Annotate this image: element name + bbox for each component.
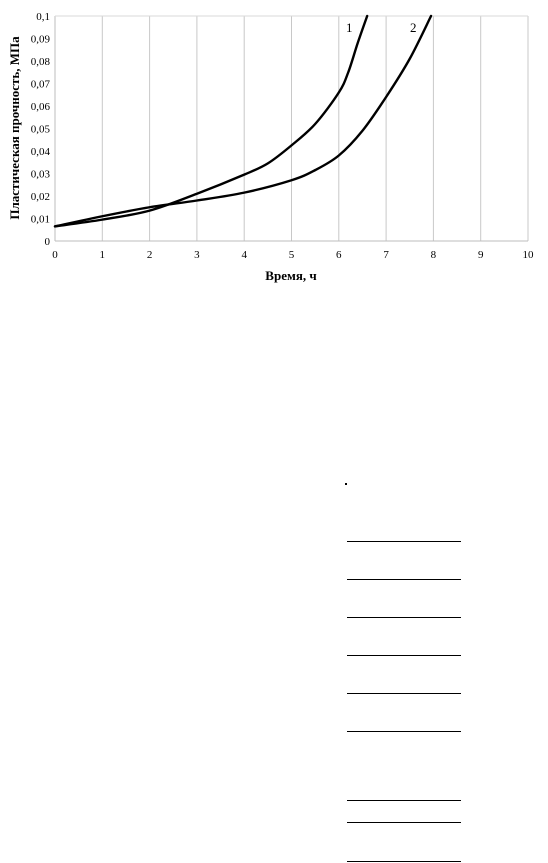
curve-label-1: 1	[346, 20, 353, 35]
x-tick-label: 4	[241, 249, 247, 261]
y-tick-label: 0,05	[31, 124, 51, 136]
chart: 0 1 2 3 4 5 6 7 8 9 10 0 0,01 0,02 0,03 0,04 0,05 0,06 0,0…	[7, 11, 534, 283]
curve-label-2: 2	[410, 20, 417, 35]
x-tick-label: 6	[336, 249, 342, 261]
y-tick-label: 0,02	[31, 191, 50, 203]
grid-lines	[101, 16, 529, 241]
form-rule-line	[347, 617, 461, 618]
series-group	[53, 14, 433, 228]
form-dot	[345, 483, 347, 485]
series-line-1	[53, 14, 369, 228]
x-axis-title: Время, ч	[265, 268, 316, 283]
y-tick-label: 0,04	[31, 146, 51, 158]
form-rule-line	[347, 861, 461, 862]
y-tick-label: 0,03	[31, 169, 51, 181]
form-rule-line	[347, 822, 461, 823]
x-tick-label: 3	[194, 249, 200, 261]
form-rule-line	[347, 579, 461, 580]
x-tick-label: 10	[523, 249, 535, 261]
y-tick-label: 0,08	[31, 56, 51, 68]
form-rule-line	[347, 800, 461, 801]
x-tick-label: 1	[100, 249, 106, 261]
form-rule-line	[347, 693, 461, 694]
y-tick-label: 0,01	[31, 214, 50, 226]
y-tick-label: 0,06	[31, 101, 51, 113]
y-axis-title: Пластическая прочность, МПа	[7, 36, 22, 220]
y-tick-label: 0,09	[31, 34, 51, 46]
y-tick-label: 0,1	[36, 11, 50, 23]
x-tick-label: 8	[431, 249, 437, 261]
y-tick-label: 0	[45, 236, 51, 248]
x-tick-label: 9	[478, 249, 484, 261]
x-tick-label: 5	[289, 249, 295, 261]
form-rule-line	[347, 731, 461, 732]
x-tick-label: 7	[383, 249, 389, 261]
x-tick-label: 0	[52, 249, 58, 261]
form-rule-line	[347, 655, 461, 656]
form-rule-line	[347, 541, 461, 542]
axes	[54, 15, 528, 242]
y-tick-label: 0,07	[31, 79, 51, 91]
x-tick-label: 2	[147, 249, 153, 261]
tick-labels: 0 1 2 3 4 5 6 7 8 9 10 0 0,01 0,02 0,03 0,04 0,05 0,06 0,0…	[31, 11, 534, 261]
series-line-2	[53, 14, 433, 228]
